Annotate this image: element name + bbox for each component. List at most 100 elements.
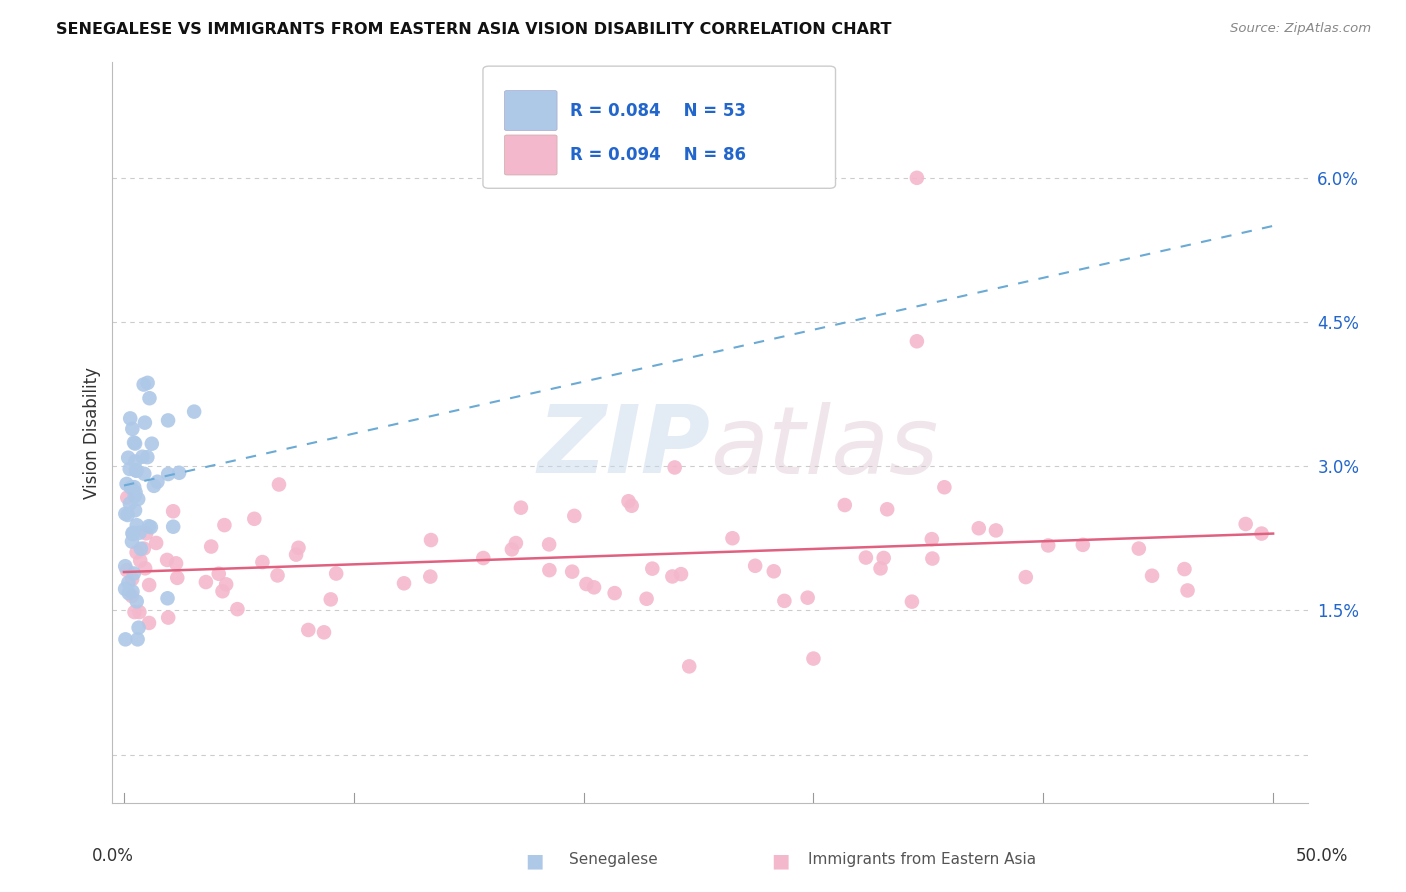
Text: Source: ZipAtlas.com: Source: ZipAtlas.com bbox=[1230, 22, 1371, 36]
Point bbox=[538, 537, 561, 551]
Point bbox=[208, 566, 231, 581]
Point bbox=[1250, 526, 1272, 541]
Point bbox=[117, 508, 139, 522]
Text: ■: ■ bbox=[524, 852, 544, 871]
Y-axis label: Vision Disability: Vision Disability bbox=[83, 367, 101, 499]
Text: Immigrants from Eastern Asia: Immigrants from Eastern Asia bbox=[808, 852, 1036, 867]
Point bbox=[162, 504, 184, 518]
Point bbox=[620, 499, 643, 513]
Point bbox=[1128, 541, 1150, 556]
Point bbox=[1015, 570, 1038, 584]
Point bbox=[114, 632, 136, 647]
Point bbox=[967, 521, 990, 535]
Point bbox=[156, 553, 179, 567]
Point bbox=[641, 561, 664, 575]
Point bbox=[156, 591, 179, 606]
Point bbox=[1071, 538, 1094, 552]
Point bbox=[200, 540, 222, 554]
Point bbox=[114, 559, 136, 574]
Point bbox=[129, 554, 152, 568]
Point bbox=[132, 377, 155, 392]
Point bbox=[125, 464, 148, 478]
Point bbox=[166, 571, 188, 585]
Text: ■: ■ bbox=[770, 852, 790, 871]
Point bbox=[117, 450, 139, 465]
Point bbox=[215, 577, 238, 591]
Point bbox=[538, 563, 561, 577]
Text: SENEGALESE VS IMMIGRANTS FROM EASTERN ASIA VISION DISABILITY CORRELATION CHART: SENEGALESE VS IMMIGRANTS FROM EASTERN AS… bbox=[56, 22, 891, 37]
Point bbox=[392, 576, 415, 591]
Point bbox=[1038, 538, 1060, 552]
Point bbox=[114, 507, 136, 521]
Point bbox=[934, 480, 956, 494]
Point bbox=[984, 524, 1007, 538]
Point bbox=[509, 500, 531, 515]
Point bbox=[122, 566, 145, 581]
Point bbox=[125, 463, 148, 477]
Point bbox=[134, 416, 156, 430]
Point bbox=[1234, 516, 1257, 531]
Point bbox=[285, 548, 308, 562]
Point bbox=[131, 450, 153, 464]
Point bbox=[419, 569, 441, 583]
Point bbox=[141, 436, 163, 450]
Point bbox=[114, 582, 136, 596]
Point bbox=[132, 541, 155, 556]
Point bbox=[117, 491, 139, 505]
Point bbox=[122, 435, 145, 450]
Point bbox=[118, 497, 141, 511]
Point bbox=[661, 569, 683, 583]
Point bbox=[118, 462, 141, 476]
Point bbox=[183, 404, 205, 418]
Point bbox=[617, 494, 640, 508]
Text: Senegalese: Senegalese bbox=[569, 852, 658, 867]
Point bbox=[142, 479, 165, 493]
Point bbox=[165, 557, 187, 571]
Point bbox=[127, 491, 149, 506]
Point bbox=[297, 623, 319, 637]
Point bbox=[124, 454, 146, 468]
Point bbox=[115, 477, 138, 491]
Point bbox=[115, 563, 138, 577]
Point bbox=[1173, 562, 1195, 576]
Point bbox=[135, 526, 157, 541]
Point bbox=[118, 586, 141, 600]
Point bbox=[420, 533, 443, 547]
Point bbox=[773, 594, 796, 608]
Point bbox=[117, 575, 139, 590]
Point bbox=[669, 567, 692, 582]
Point bbox=[678, 659, 700, 673]
Text: atlas: atlas bbox=[710, 402, 938, 493]
FancyBboxPatch shape bbox=[484, 66, 835, 188]
Point bbox=[129, 541, 152, 556]
Point bbox=[211, 584, 233, 599]
Point bbox=[128, 525, 150, 540]
Point bbox=[121, 527, 143, 541]
Point bbox=[138, 615, 160, 630]
Point bbox=[157, 413, 180, 427]
Text: ZIP: ZIP bbox=[537, 401, 710, 493]
Point bbox=[124, 436, 146, 450]
Point bbox=[121, 534, 143, 549]
Point bbox=[905, 170, 928, 185]
Point bbox=[124, 605, 146, 619]
Point bbox=[266, 568, 288, 582]
FancyBboxPatch shape bbox=[505, 91, 557, 130]
Point bbox=[167, 466, 190, 480]
Point bbox=[125, 518, 148, 533]
Point bbox=[834, 498, 856, 512]
Point bbox=[214, 518, 236, 533]
Point bbox=[124, 503, 146, 517]
Point bbox=[243, 512, 266, 526]
Point bbox=[124, 485, 146, 500]
Point bbox=[869, 561, 891, 575]
FancyBboxPatch shape bbox=[505, 135, 557, 175]
Point bbox=[136, 450, 159, 464]
Point bbox=[121, 584, 143, 599]
Point bbox=[664, 460, 686, 475]
Point bbox=[134, 467, 156, 481]
Point bbox=[472, 551, 495, 566]
Point bbox=[287, 541, 309, 555]
Point bbox=[120, 481, 142, 495]
Point bbox=[120, 411, 142, 425]
